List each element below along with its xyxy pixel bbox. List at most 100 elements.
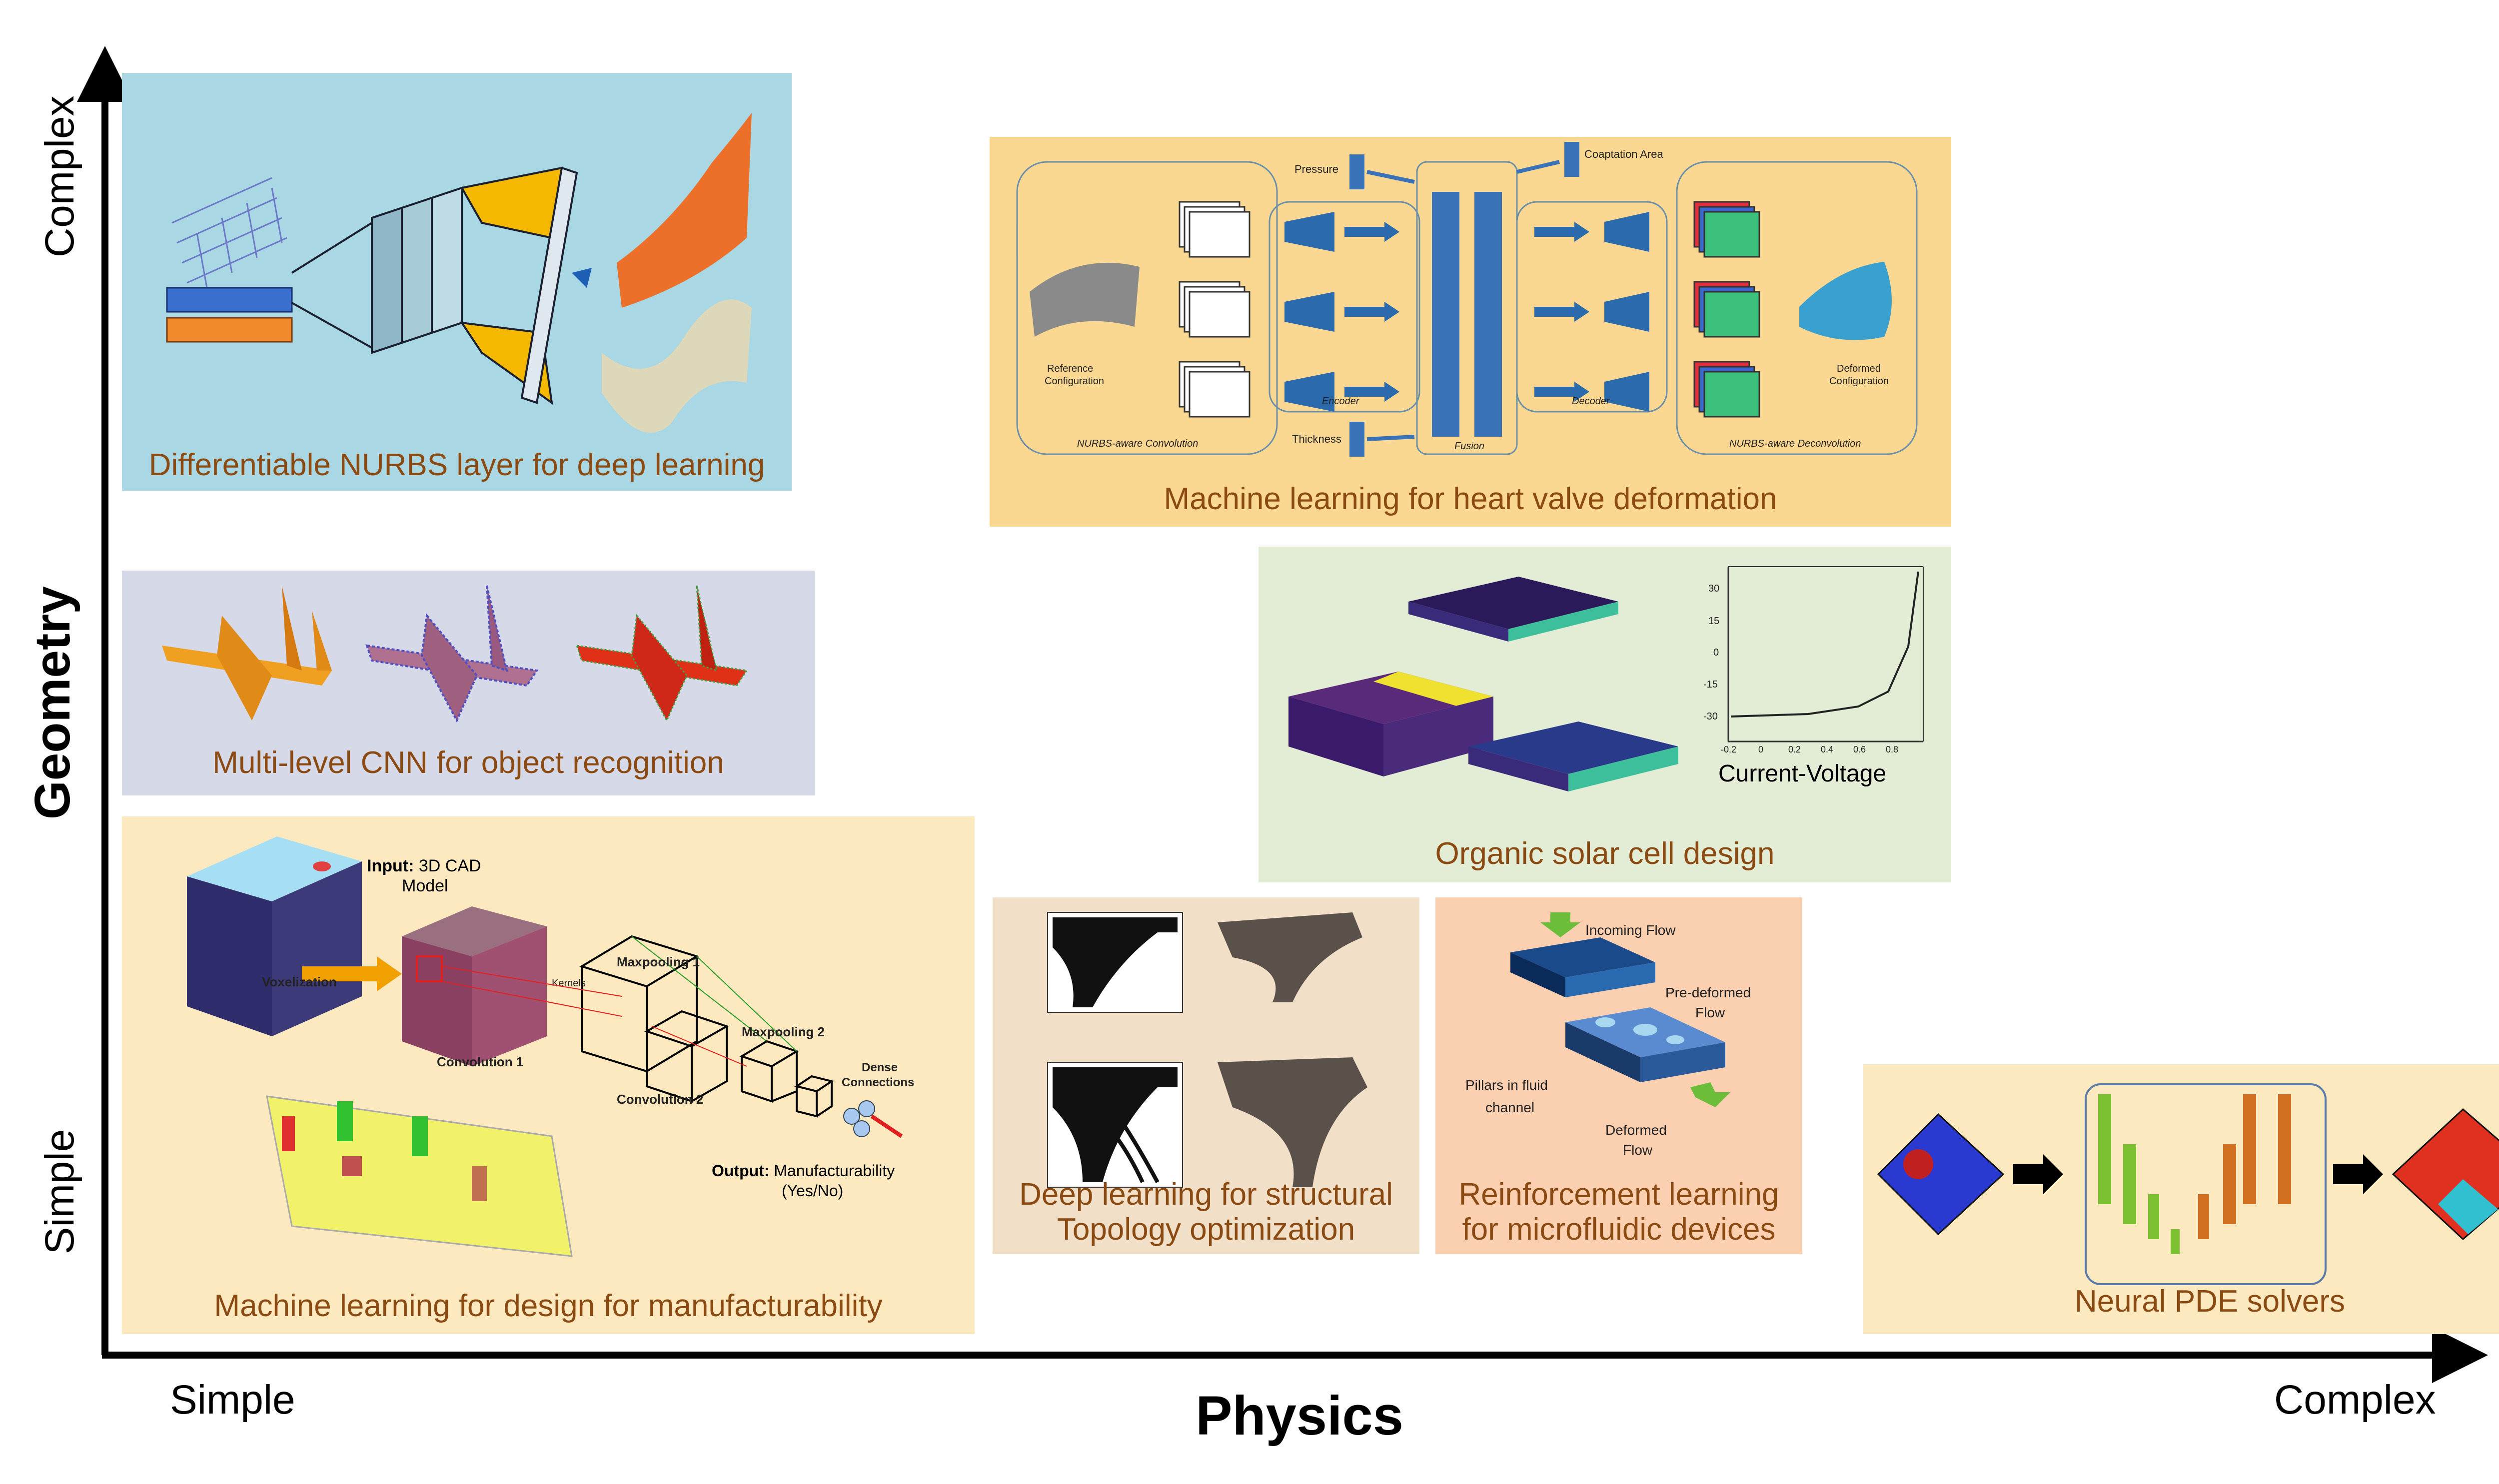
deformed-flow-label-2: Flow: [1623, 1142, 1653, 1158]
input-field-diamond: [1877, 1113, 2005, 1236]
deformed-flow-label-1: Deformed: [1605, 1122, 1667, 1138]
predeformed-label-1: Pre-deformed: [1665, 985, 1751, 1000]
cnn-title: Multi-level CNN for object recognition: [212, 745, 724, 780]
iv-plot: [1727, 566, 1924, 742]
coaptation-label: Coaptation Area: [1584, 148, 1664, 160]
input-label: Input: 3D CAD: [367, 856, 481, 875]
encoder-label: Encoder: [1322, 396, 1360, 407]
channel-top: [1510, 937, 1655, 997]
airplane-icon-solid: [162, 586, 332, 721]
voxel-cube: [402, 906, 547, 1066]
conv-label: NURBS-aware Convolution: [1077, 438, 1198, 449]
solar-title: Organic solar cell design: [1435, 836, 1775, 871]
incoming-flow-label: Incoming Flow: [1585, 922, 1676, 938]
airplane-icon-voxel: [365, 585, 539, 723]
topo-title-line2: Topology optimization: [1057, 1212, 1355, 1247]
control-point-grid: [171, 177, 287, 288]
airplane-icon-red: [575, 585, 748, 723]
encoder-shapes: [1284, 212, 1399, 412]
iv-ytick-3: 0: [1713, 647, 1719, 658]
dense-nodes: [843, 1100, 903, 1138]
solar-illustration: 30 15 0 -15 -30 -0.2 0 0.2 0.4 0.6 0.8 C…: [1288, 566, 1924, 791]
iv-ytick-2: 15: [1708, 616, 1719, 627]
output-bar: [520, 166, 578, 404]
deformed-label-1: Deformed: [1837, 363, 1881, 374]
conv-connection-lines: [441, 966, 747, 1067]
unet-blocks: [2098, 1094, 2291, 1254]
incoming-flow-arrow: [1540, 912, 1580, 937]
maxpool1-label: Maxpooling 1: [617, 954, 700, 969]
iv-curve: [1730, 571, 1919, 718]
input-blocks: [166, 287, 293, 343]
x-axis-low-label: Simple: [170, 1377, 295, 1423]
iv-caption: Current-Voltage: [1718, 760, 1886, 787]
panel-micro: Incoming Flow Pre-deformed Flow Pillars …: [1435, 897, 1802, 1254]
y-axis-low-label: Simple: [37, 1129, 82, 1255]
pde-title: Neural PDE solvers: [2075, 1284, 2345, 1319]
unet-frame: [2085, 1083, 2327, 1285]
cad-cube: [187, 836, 362, 1036]
output-label-line2: (Yes/No): [782, 1182, 843, 1200]
voxelization-arrow: [302, 956, 402, 991]
topology-2d-top: [1047, 912, 1183, 1013]
iv-xtick-6: 0.8: [1886, 744, 1898, 754]
output-label: Output: Manufacturability: [712, 1162, 895, 1180]
panel-nurbs: Differentiable NURBS layer for deep lear…: [122, 73, 792, 491]
coaptation-output: [1516, 142, 1579, 177]
iv-ytick-4: -15: [1703, 679, 1718, 690]
part-model: [266, 1095, 573, 1257]
pillars-label-1: Pillars in fluid: [1465, 1077, 1548, 1093]
dfm-illustration: Voxelization Kernels Maxpooling 1 Maxpoo…: [187, 836, 914, 1257]
panel-topo: Deep learning for structural Topology op…: [993, 897, 1419, 1254]
panel-cnn: Multi-level CNN for object recognition: [122, 571, 815, 795]
nurbs-illustration: [166, 113, 752, 433]
arrow-from-unet: [2333, 1154, 2383, 1194]
iv-ytick-1: 30: [1708, 583, 1719, 594]
iv-xtick-5: 0.6: [1853, 744, 1866, 754]
thickness-label: Thickness: [1292, 433, 1341, 445]
y-axis-title: Geometry: [24, 586, 80, 819]
x-axis-title: Physics: [1196, 1385, 1403, 1447]
thickness-input: [1349, 422, 1415, 457]
topology-2d-bottom: [1047, 1062, 1183, 1188]
reference-surface: [1030, 262, 1140, 337]
conv1-label: Convolution 1: [437, 1054, 523, 1069]
fusion-label: Fusion: [1454, 441, 1484, 452]
panel-solar: 30 15 0 -15 -30 -0.2 0 0.2 0.4 0.6 0.8 C…: [1258, 547, 1951, 882]
topology-3d-bottom: [1218, 1057, 1367, 1187]
pillars-label-2: channel: [1485, 1100, 1534, 1115]
morphology-blocks: [1288, 577, 1678, 791]
reference-label-1: Reference: [1047, 363, 1093, 374]
iv-xtick-4: 0.4: [1821, 744, 1833, 754]
nurbs-surface-points: [602, 299, 752, 433]
pool-connection-lines: [631, 936, 797, 1052]
deformed-surface: [1799, 262, 1892, 340]
encoder-block: [1268, 201, 1420, 413]
deconv-block: [1676, 161, 1918, 455]
dense-label-1: Dense: [862, 1061, 898, 1074]
pde-illustration: [1877, 1083, 2499, 1285]
voxelization-label: Voxelization: [262, 974, 337, 989]
topology-illustration: [1047, 912, 1367, 1188]
micro-title-line2: for microfluidic devices: [1462, 1212, 1776, 1247]
pressure-label: Pressure: [1294, 163, 1338, 175]
panel-dfm: Voxelization Kernels Maxpooling 1 Maxpoo…: [122, 816, 975, 1334]
iv-xtick-2: 0: [1758, 744, 1763, 754]
decoder-block: [1516, 201, 1668, 413]
maxpool2-label: Maxpooling 2: [742, 1024, 825, 1039]
deconv-label: NURBS-aware Deconvolution: [1729, 438, 1861, 449]
channel-bottom: [1565, 1007, 1725, 1082]
pressure-input: [1349, 154, 1415, 189]
conv2-label: Convolution 2: [617, 1092, 703, 1107]
topology-3d-top: [1218, 912, 1362, 1002]
topo-title-line1: Deep learning for structural: [1019, 1177, 1393, 1212]
input-label-line2: Model: [402, 876, 448, 895]
x-axis-high-label: Complex: [2274, 1377, 2436, 1423]
nurbs-title: Differentiable NURBS layer for deep lear…: [148, 448, 765, 482]
nurbs-surface-orange: [617, 113, 752, 308]
panel-pde: Neural PDE solvers: [1863, 1064, 2499, 1334]
heart-valve-network: Pressure Thickness Coaptation Area Refer…: [1016, 142, 1918, 457]
output-grids: [1693, 201, 1760, 418]
deformed-label-2: Configuration: [1829, 376, 1889, 387]
